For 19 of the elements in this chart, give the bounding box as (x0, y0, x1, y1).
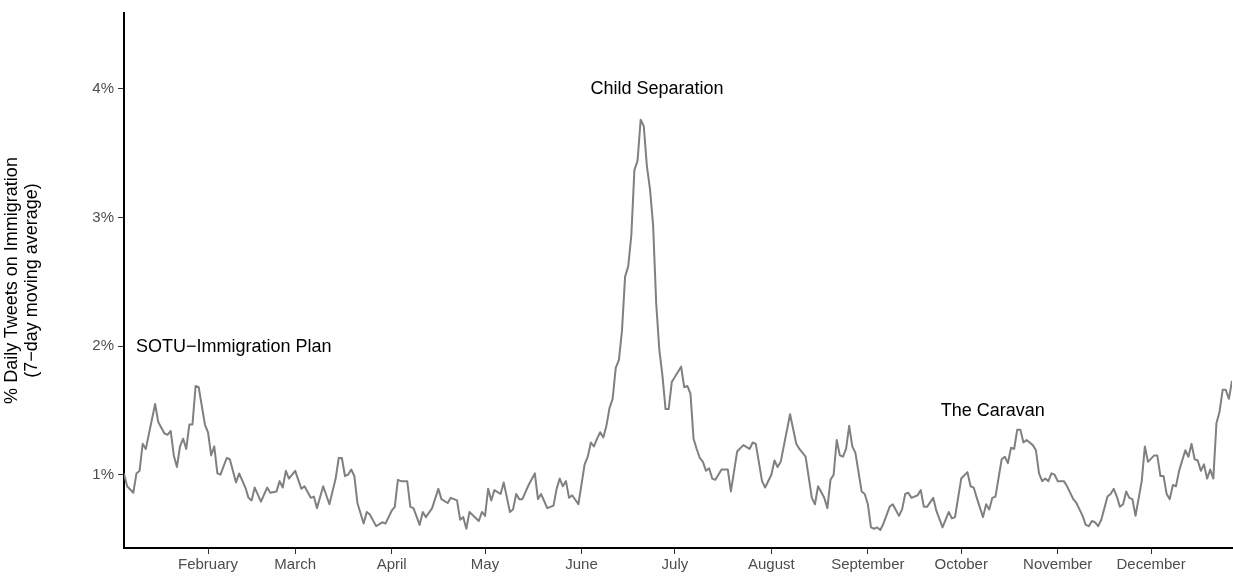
y-tick-label: 3% (92, 207, 114, 225)
x-tick-label: September (831, 555, 905, 573)
y-tick-label: 2% (92, 336, 114, 354)
annotation: The Caravan (940, 400, 1045, 421)
x-tick-label: December (1116, 555, 1186, 573)
annotation: Child Separation (590, 77, 724, 98)
x-tick-label: April (376, 555, 407, 573)
annotation: SOTU−Immigration Plan (135, 336, 332, 357)
x-tick-label: October (934, 555, 988, 573)
x-tick-label: August (748, 555, 796, 573)
x-tick-label: July (661, 555, 689, 573)
x-tick-label: February (178, 555, 239, 573)
y-tick-label: 1% (92, 464, 114, 482)
x-tick-label: March (274, 555, 317, 573)
y-axis-title: % Daily Tweets on Immigration (7−day moving average) (0, 157, 41, 404)
x-tick-label: June (565, 555, 598, 573)
x-tick-label: May (470, 555, 500, 573)
y-tick-label: 4% (92, 79, 114, 97)
x-tick-label: November (1023, 555, 1093, 573)
